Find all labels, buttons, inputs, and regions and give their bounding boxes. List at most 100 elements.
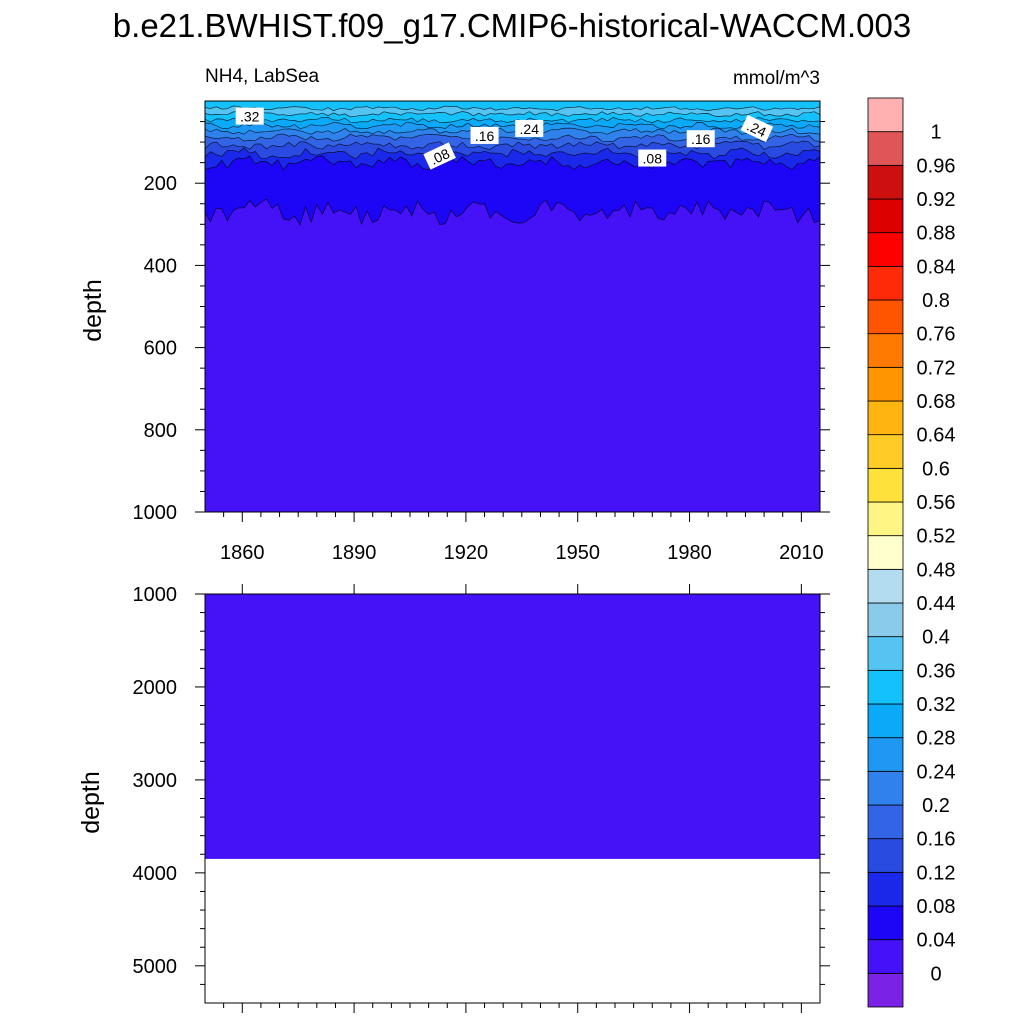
colorbar-label: 1 (930, 122, 941, 144)
colorbar-label: 0.44 (917, 593, 956, 615)
contour-label-box (235, 107, 264, 125)
contour-label: .24 (515, 119, 544, 137)
colorbar-label: 0.56 (917, 492, 956, 514)
colorbar-label: 0.36 (917, 660, 956, 682)
colorbar-swatch (867, 299, 904, 335)
y-axis-label: depth (79, 279, 107, 342)
colorbar-label: 0.64 (917, 425, 956, 447)
contour-label: .24 (740, 114, 774, 143)
colorbar-label: 0.6 (922, 458, 950, 480)
x-tick-label: 2010 (779, 542, 824, 564)
colorbar-swatch (867, 871, 904, 907)
colorbar-label: 0.28 (917, 728, 956, 750)
colorbar-swatch (867, 265, 904, 301)
x-tick-label: 1860 (220, 542, 265, 564)
deep-field (205, 594, 820, 859)
colorbar-label: 0.92 (917, 189, 956, 211)
colorbar-swatch (867, 131, 904, 166)
contour-label-text: .32 (240, 109, 260, 125)
chart-title: b.e21.BWHIST.f09_g17.CMIP6-historical-WA… (113, 7, 911, 44)
x-tick-label: 1920 (444, 542, 489, 564)
y-tick-label: 200 (144, 173, 177, 195)
colorbar-swatch (867, 198, 904, 234)
contour-label-text: .24 (744, 118, 769, 141)
contour-label-box (638, 149, 667, 167)
colorbar-swatch (867, 905, 904, 941)
colorbar-label: 0.24 (917, 761, 956, 783)
top-panel: .32 .16 .24 .08 .08 .16 .24 200 400 600 800 1000 186… (79, 100, 830, 564)
contour-label-box (740, 114, 774, 143)
colorbar-swatch (867, 434, 904, 469)
colorbar-swatch (867, 804, 904, 840)
y-tick-label: 800 (144, 420, 177, 442)
colorbar-swatch (867, 568, 904, 604)
colorbar-label: 0.2 (922, 795, 950, 817)
colorbar-swatch (867, 467, 904, 503)
contour-label: .08 (638, 149, 667, 167)
colorbar-label: 0.4 (922, 627, 950, 649)
colorbar-label: 0.52 (917, 526, 956, 548)
colorbar-swatch (867, 97, 904, 133)
contour-label-box (470, 126, 499, 144)
y-tick-label: 3000 (133, 770, 178, 792)
contour-band (204, 100, 821, 112)
colorbar-label: 0 (930, 963, 941, 985)
colorbar-label: 0.68 (917, 391, 956, 413)
colorbar-swatch (867, 333, 904, 368)
colorbar-label: 0.72 (917, 357, 956, 379)
contour-label-text: .16 (691, 131, 711, 147)
contour-label-text: .24 (520, 121, 540, 137)
contour-label: .32 (235, 107, 264, 125)
colorbar: 0 0.04 0.08 0.12 0.16 0.2 0.24 0.28 0.32 0.36 0.4 0… (867, 97, 956, 1008)
colorbar-label: 0.04 (917, 930, 956, 952)
contour-label: .16 (686, 130, 715, 148)
colorbar-label: 0.16 (917, 829, 956, 851)
colorbar-swatch (867, 737, 904, 772)
colorbar-label: 0.88 (917, 223, 956, 245)
bottom-panel: 1000 2000 3000 4000 5000 depth (77, 584, 830, 1013)
y-axis-label: depth (77, 771, 105, 834)
colorbar-swatch (867, 939, 904, 974)
colorbar-label: 0.08 (917, 896, 956, 918)
colorbar-swatch (867, 366, 904, 402)
subtitle-left: NH4, LabSea (205, 66, 320, 87)
colorbar-swatch (867, 400, 904, 436)
contour-label: .08 (423, 142, 456, 170)
contour-label: .16 (470, 126, 499, 144)
contour-label-text: .08 (643, 151, 663, 167)
colorbar-swatch (867, 501, 904, 537)
colorbar-label: 0.84 (917, 256, 956, 278)
colorbar-swatch (867, 232, 904, 267)
x-tick-label: 1890 (332, 542, 377, 564)
x-tick-label: 1980 (667, 542, 712, 564)
colorbar-swatch (867, 703, 904, 739)
contour-label-box (515, 119, 544, 137)
y-tick-label: 5000 (133, 956, 178, 978)
colorbar-swatch (867, 669, 904, 705)
colorbar-label: 0.12 (917, 862, 956, 884)
y-tick-label: 1000 (133, 584, 178, 606)
colorbar-swatch (867, 535, 904, 570)
y-tick-label: 4000 (133, 863, 178, 885)
colorbar-swatch (867, 602, 904, 638)
y-tick-label: 1000 (133, 502, 178, 524)
contour-label-box (423, 142, 456, 170)
colorbar-swatch (867, 770, 904, 806)
colorbar-label: 0.76 (917, 324, 956, 346)
colorbar-swatch (867, 838, 904, 873)
contour-label-box (686, 130, 715, 148)
colorbar-swatch (867, 636, 904, 671)
y-tick-label: 600 (144, 338, 177, 360)
colorbar-label: 0.96 (917, 155, 956, 177)
colorbar-label: 0.8 (922, 290, 950, 312)
colorbar-label: 0.48 (917, 559, 956, 581)
colorbar-swatch (867, 164, 904, 200)
colorbar-label: 0.32 (917, 694, 956, 716)
colorbar-swatch (867, 972, 904, 1008)
x-tick-label: 1950 (555, 542, 600, 564)
subtitle-right: mmol/m^3 (733, 68, 820, 89)
contour-label-text: .08 (428, 145, 453, 168)
y-tick-label: 2000 (133, 677, 178, 699)
contour-label-text: .16 (475, 128, 495, 144)
